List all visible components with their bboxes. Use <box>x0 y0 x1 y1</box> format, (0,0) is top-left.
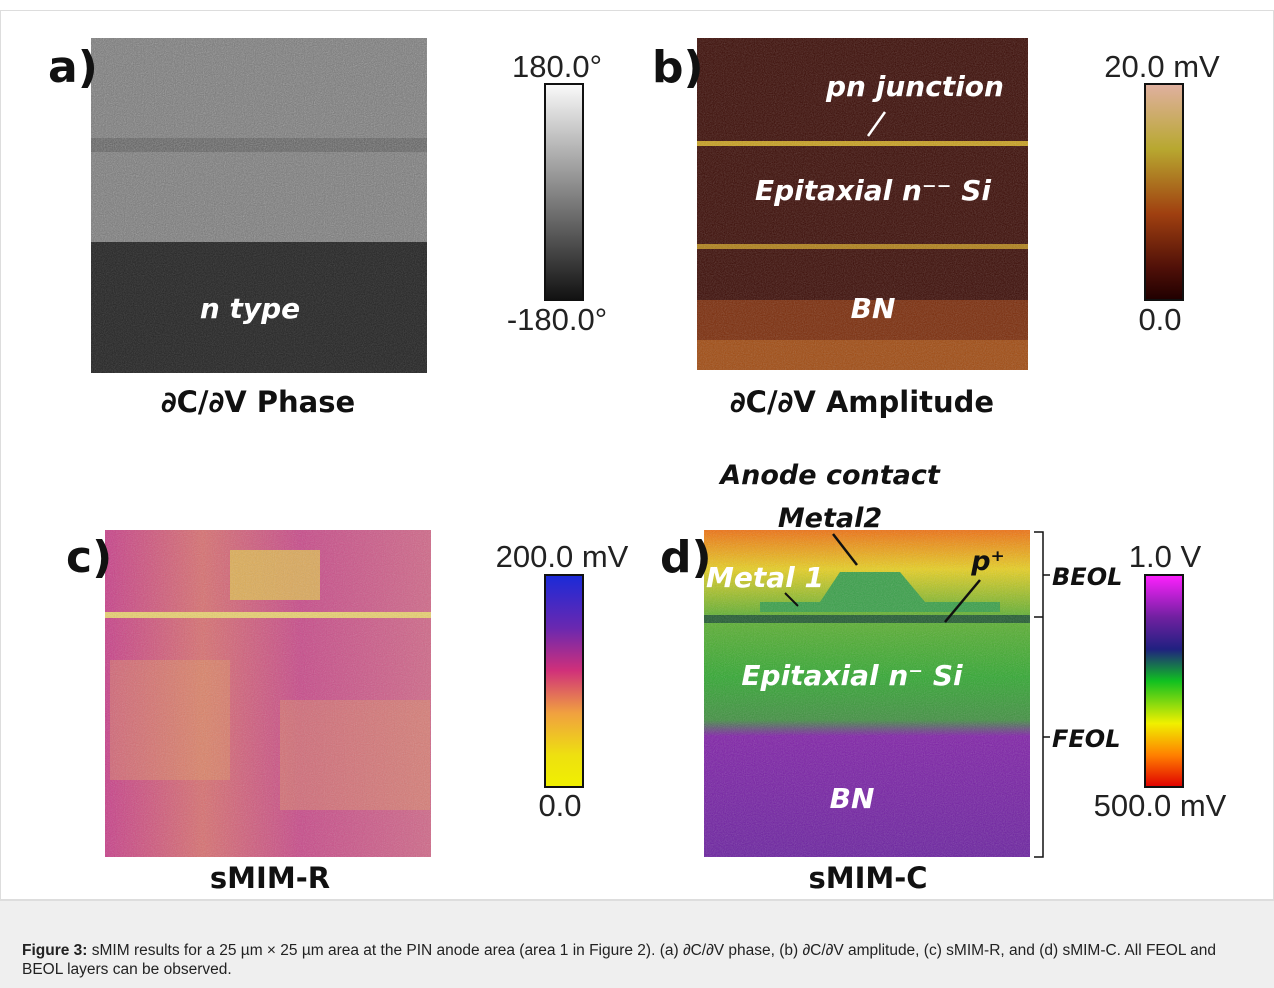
colorbar-b <box>1144 83 1184 301</box>
scale-max: 20.0 mV <box>1104 49 1220 84</box>
colorbar-d <box>1144 574 1184 788</box>
panel-label: d) <box>660 532 712 583</box>
arrow <box>784 592 799 607</box>
layer-bracket <box>1034 531 1044 858</box>
panel-label: b) <box>652 42 704 93</box>
annotation: Epitaxial n⁻⁻ Si <box>755 174 991 207</box>
image-b <box>697 38 1028 370</box>
image-a <box>91 38 427 373</box>
scale-max: 1.0 V <box>1129 539 1202 574</box>
arrow <box>944 579 981 623</box>
panel-label: a) <box>48 42 98 93</box>
panel-caption: sMIM-C <box>808 861 927 895</box>
annotation: BN <box>830 782 875 815</box>
scale-min: 500.0 mV <box>1094 788 1227 823</box>
annotation: Epitaxial n⁻ Si <box>741 659 963 692</box>
annotation: FEOL <box>1052 725 1120 753</box>
annotation: Metal 1 <box>706 561 824 594</box>
panel-label: c) <box>66 532 112 583</box>
scale-max: 200.0 mV <box>496 539 629 574</box>
image-c <box>105 530 431 857</box>
caption-label: Figure 3: <box>22 942 88 959</box>
figure: a) b) c) d) 180.0° -180.0° 20.0 mV 0.0 2… <box>0 10 1274 900</box>
scale-max: 180.0° <box>512 49 602 84</box>
scale-min: -180.0° <box>507 302 607 337</box>
panel-caption: sMIM-R <box>210 861 330 895</box>
caption-text: sMIM results for a 25 µm × 25 µm area at… <box>22 942 1217 978</box>
annotation: Anode contact <box>718 460 941 491</box>
colorbar-a <box>544 83 584 301</box>
annotation: pn junction <box>825 70 1004 103</box>
annotation: BEOL <box>1052 563 1122 591</box>
panel-caption: ∂C/∂V Amplitude <box>730 385 994 419</box>
annotation: BN <box>851 292 896 325</box>
annotation: Metal2 <box>778 503 882 534</box>
figure-caption: Figure 3: sMIM results for a 25 µm × 25 … <box>0 900 1274 988</box>
scale-min: 0.0 <box>538 788 581 823</box>
scale-min: 0.0 <box>1138 302 1181 337</box>
annotation: n type <box>200 292 300 325</box>
colorbar-c <box>544 574 584 788</box>
arrow <box>866 111 887 137</box>
panel-caption: ∂C/∂V Phase <box>161 385 355 419</box>
arrow <box>832 533 858 566</box>
annotation: p⁺ <box>970 546 1005 577</box>
